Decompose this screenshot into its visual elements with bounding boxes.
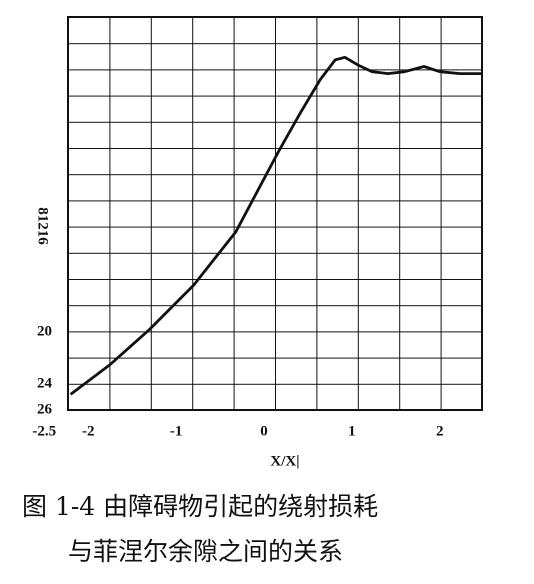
graph-paper	[67, 16, 483, 411]
y-tick-label: 24	[37, 375, 53, 391]
caption: 与菲涅尔余隙之间的关系	[68, 537, 343, 566]
x-tick-label: -2.5	[32, 423, 56, 439]
y-tick-label: 20	[37, 323, 52, 339]
x-tick-label: 1	[348, 423, 356, 439]
x-tick-label: 0	[260, 423, 268, 439]
y-axis-label: 81216	[35, 207, 51, 245]
x-tick-label: 2	[436, 423, 444, 439]
x-axis-label: X/X|	[270, 453, 299, 469]
x-tick-label: -1	[170, 423, 183, 439]
y-tick-label: 26	[37, 401, 53, 417]
line	[69, 55, 482, 396]
caption: 图 1-4 由障碍物引起的绕射损耗	[22, 492, 378, 521]
x-tick-label: -2	[82, 423, 95, 439]
